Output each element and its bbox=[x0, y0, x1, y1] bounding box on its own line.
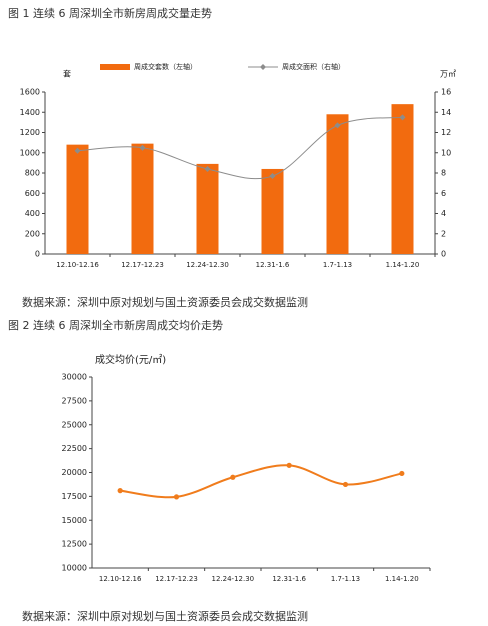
legend-label: 周成交面积（右轴） bbox=[282, 62, 345, 71]
point bbox=[117, 488, 123, 494]
y-tick-label: 30000 bbox=[62, 373, 87, 382]
legend-marker bbox=[260, 64, 266, 70]
bar bbox=[261, 168, 284, 254]
x-tick-label: 12.17-12.23 bbox=[155, 575, 198, 583]
y2-tick-label: 16 bbox=[441, 88, 451, 97]
y2-tick-label: 10 bbox=[441, 148, 451, 157]
point bbox=[74, 147, 81, 154]
x-tick-label: 12.24-12.30 bbox=[212, 575, 255, 583]
y-tick-label: 1200 bbox=[20, 128, 40, 137]
point bbox=[204, 165, 211, 172]
x-tick-label: 12.10-12.16 bbox=[56, 261, 99, 269]
source-note: 数据来源：深圳中原对规划与国土资源委员会成交数据监测 bbox=[22, 609, 308, 623]
bar bbox=[66, 144, 89, 254]
figure-caption: 图 2 连续 6 周深圳全市新房周成交均价走势 bbox=[8, 318, 223, 332]
y-tick-label: 1000 bbox=[20, 148, 40, 157]
point bbox=[342, 481, 349, 488]
y-tick-label: 1600 bbox=[20, 88, 40, 97]
point bbox=[139, 144, 146, 151]
y-tick-label: 600 bbox=[25, 189, 40, 198]
bar bbox=[326, 114, 349, 255]
legend-swatch bbox=[100, 64, 130, 70]
y-axis-label: 成交均价(元/㎡) bbox=[95, 353, 166, 366]
y-tick-label: 27500 bbox=[62, 396, 87, 405]
y2-axis-label: 万㎡ bbox=[440, 70, 456, 79]
x-tick-label: 12.10-12.16 bbox=[99, 575, 142, 583]
y2-tick-label: 6 bbox=[441, 189, 446, 198]
point bbox=[269, 173, 276, 180]
y2-tick-label: 8 bbox=[441, 169, 446, 178]
y-tick-label: 400 bbox=[25, 209, 40, 218]
x-tick-label: 1.7-1.13 bbox=[323, 261, 352, 269]
y-tick-label: 0 bbox=[35, 250, 40, 259]
y2-tick-label: 2 bbox=[441, 229, 446, 238]
bar bbox=[391, 104, 414, 255]
x-tick-label: 12.31-1.6 bbox=[272, 575, 306, 583]
x-tick-label: 12.31-1.6 bbox=[256, 261, 290, 269]
point bbox=[399, 470, 405, 477]
y2-tick-label: 14 bbox=[441, 108, 451, 117]
point bbox=[286, 462, 292, 468]
y2-tick-label: 4 bbox=[441, 209, 446, 218]
y-tick-label: 10000 bbox=[62, 564, 87, 573]
source-note: 数据来源：深圳中原对规划与国土资源委员会成交数据监测 bbox=[22, 295, 308, 309]
y-tick-label: 200 bbox=[25, 229, 40, 238]
y-axis-label: 套 bbox=[63, 69, 71, 79]
line bbox=[120, 464, 403, 499]
bar bbox=[131, 143, 154, 254]
point bbox=[399, 114, 406, 121]
line bbox=[77, 116, 403, 180]
y-tick-label: 17500 bbox=[62, 492, 87, 501]
y-tick-label: 22500 bbox=[62, 444, 87, 453]
x-tick-label: 1.7-1.13 bbox=[331, 575, 360, 583]
point bbox=[173, 494, 180, 500]
y-tick-label: 800 bbox=[25, 169, 40, 178]
y-tick-label: 20000 bbox=[62, 468, 87, 477]
legend-label: 周成交套数（左轴） bbox=[134, 62, 197, 71]
x-tick-label: 12.17-12.23 bbox=[121, 261, 164, 269]
x-tick-label: 12.24-12.30 bbox=[186, 261, 229, 269]
figure-caption: 图 1 连续 6 周深圳全市新房周成交量走势 bbox=[8, 6, 212, 20]
x-tick-label: 1.14-1.20 bbox=[386, 261, 420, 269]
y2-tick-label: 12 bbox=[441, 128, 451, 137]
point bbox=[230, 474, 236, 480]
y-tick-label: 1400 bbox=[20, 108, 40, 117]
y2-tick-label: 0 bbox=[441, 250, 446, 259]
y-tick-label: 15000 bbox=[62, 516, 87, 525]
y-tick-label: 25000 bbox=[62, 420, 87, 429]
point bbox=[334, 122, 341, 129]
bar bbox=[196, 163, 219, 254]
y-tick-label: 12500 bbox=[62, 540, 87, 549]
x-tick-label: 1.14-1.20 bbox=[385, 575, 419, 583]
